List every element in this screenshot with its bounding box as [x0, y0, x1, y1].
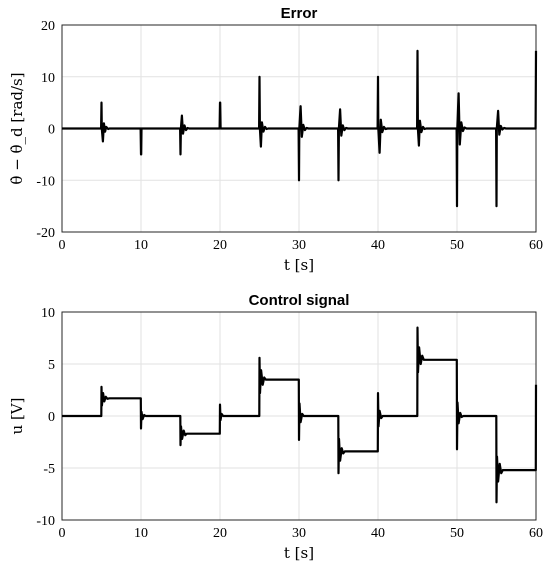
y-tick-label: 0 — [48, 123, 55, 138]
x-tick-label: 0 — [59, 238, 66, 253]
y-tick-label: -5 — [43, 462, 55, 477]
x-tick-label: 10 — [134, 238, 148, 253]
series-line — [62, 49, 538, 208]
x-axis-label: t [s] — [284, 256, 314, 274]
x-tick-label: 10 — [134, 526, 148, 541]
y-tick-label: 5 — [48, 358, 55, 373]
y-axis-label: u [V] — [8, 398, 26, 435]
y-tick-label: 20 — [41, 19, 55, 34]
x-tick-label: 60 — [529, 526, 543, 541]
x-tick-label: 40 — [371, 238, 385, 253]
x-tick-label: 20 — [213, 238, 227, 253]
y-tick-label: 0 — [48, 410, 55, 425]
x-axis-label: t [s] — [284, 544, 314, 562]
y-tick-label: 10 — [41, 306, 55, 321]
x-tick-label: 30 — [292, 238, 306, 253]
x-tick-label: 50 — [450, 238, 464, 253]
chart-panel-2: 0 10 20 30 40 50 60 -10 -5 0 5 10 Control signal t [s… — [8, 292, 543, 562]
y-tick-label: -10 — [36, 174, 55, 189]
y-axis-label: θ̇ − θ̇_d [rad/s] — [8, 72, 26, 184]
y-tick-label: -20 — [36, 226, 55, 241]
chart-panel-1: 0 10 20 30 40 50 60 -20 -10 0 10 20 Error t [s] θ̇ − θ… — [8, 5, 543, 274]
x-tick-label: 30 — [292, 526, 306, 541]
chart-title: Error — [281, 5, 318, 22]
y-tick-label: 10 — [41, 71, 55, 86]
x-tick-label: 40 — [371, 526, 385, 541]
series-line — [62, 326, 538, 504]
x-tick-label: 20 — [213, 526, 227, 541]
x-tick-label: 0 — [59, 526, 66, 541]
chart-title: Control signal — [249, 292, 350, 309]
y-tick-label: -10 — [36, 514, 55, 529]
x-tick-label: 50 — [450, 526, 464, 541]
x-tick-label: 60 — [529, 238, 543, 253]
